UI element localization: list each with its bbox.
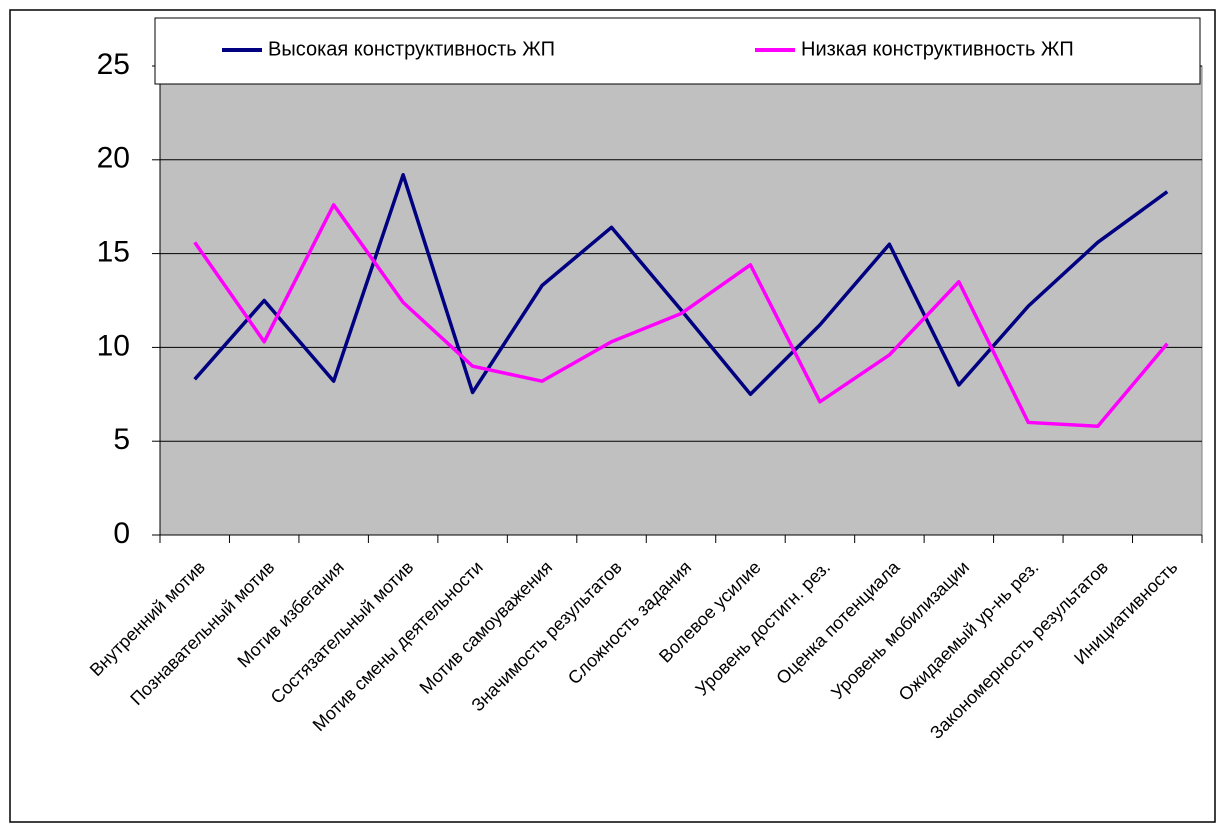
series-line: [193, 203, 1169, 428]
y-tick-label: 20: [97, 142, 130, 175]
y-tick-label: 0: [113, 517, 130, 550]
legend-label: Низкая конструктивность ЖП: [801, 38, 1074, 60]
series-line: [193, 173, 1169, 397]
legend: [154, 17, 1201, 85]
legend-label: Высокая конструктивность ЖП: [268, 38, 555, 60]
y-tick-label: 15: [97, 236, 130, 269]
y-tick-label: 5: [113, 423, 130, 456]
y-tick-label: 10: [97, 329, 130, 362]
y-tick-label: 25: [97, 48, 130, 81]
plot-area: [159, 65, 1203, 536]
